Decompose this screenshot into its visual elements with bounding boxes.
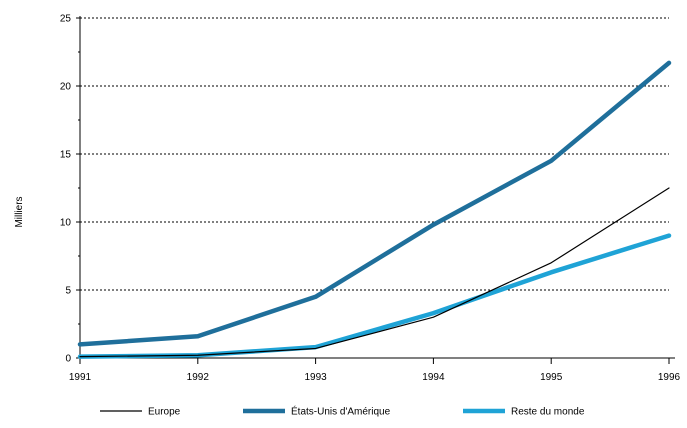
x-tick-label: 1995	[540, 372, 563, 383]
series-line	[77, 60, 672, 347]
y-tick-label: 0	[65, 354, 71, 365]
y-tick-label: 5	[65, 286, 71, 297]
x-tick-label: 1993	[304, 372, 327, 383]
y-tick-label: 10	[60, 218, 72, 229]
labels-layer: 0 5 10 15 20 25 1991 1992 1993 1994 1995 1996	[60, 14, 681, 384]
x-tick-label: 1994	[422, 372, 445, 383]
y-axis-label: Milliers	[14, 196, 25, 227]
legend-label: Europe	[148, 407, 181, 418]
grid-layer	[80, 17, 669, 291]
legend-label: Reste du monde	[511, 407, 585, 418]
series-layer	[77, 60, 672, 359]
y-tick-label: 20	[60, 82, 72, 93]
y-tick-label: 25	[60, 14, 72, 25]
axes-layer	[76, 16, 675, 364]
x-tick-label: 1991	[69, 372, 92, 383]
y-tick-label: 15	[60, 150, 72, 161]
legend: Europe États-Unis d'Amérique Reste du mond…	[100, 405, 585, 418]
x-tick-label: 1996	[658, 372, 681, 383]
x-tick-label: 1992	[187, 372, 210, 383]
legend-label: États-Unis d'Amérique	[291, 405, 391, 418]
series-line	[79, 187, 670, 358]
